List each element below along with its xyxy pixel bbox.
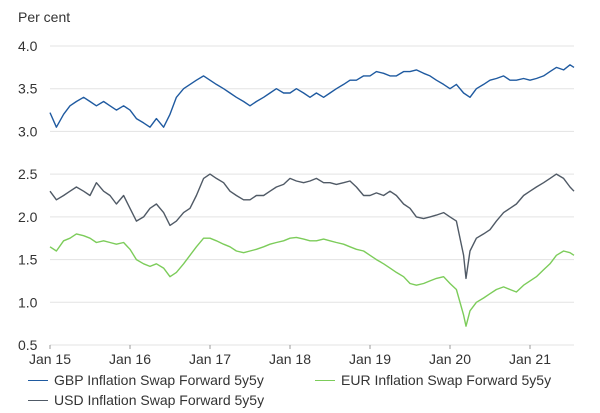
x-tick-label: Jan 18 bbox=[269, 351, 311, 367]
y-tick-label: 2.5 bbox=[18, 166, 38, 182]
y-tick-label: 4.0 bbox=[18, 38, 38, 54]
legend-label-gbp: GBP Inflation Swap Forward 5y5y bbox=[54, 372, 264, 388]
y-tick-label: 3.5 bbox=[18, 81, 38, 97]
x-tick-label: Jan 21 bbox=[509, 351, 551, 367]
series-line-0 bbox=[49, 64, 575, 128]
legend-item-usd: USD Inflation Swap Forward 5y5y bbox=[28, 392, 264, 408]
x-tick-label: Jan 15 bbox=[29, 351, 71, 367]
legend-swatch-usd bbox=[28, 399, 48, 401]
x-tick-label: Jan 17 bbox=[189, 351, 231, 367]
y-tick-label: 3.0 bbox=[18, 123, 38, 139]
y-tick-label: 1.0 bbox=[18, 294, 38, 310]
series-line-2 bbox=[49, 173, 575, 280]
legend-label-eur: EUR Inflation Swap Forward 5y5y bbox=[341, 372, 552, 388]
legend-swatch-gbp bbox=[28, 379, 48, 381]
gridlines bbox=[50, 45, 574, 346]
x-tick-label: Jan 16 bbox=[109, 351, 151, 367]
series-line-1 bbox=[49, 233, 575, 327]
legend-label-usd: USD Inflation Swap Forward 5y5y bbox=[54, 392, 265, 408]
y-tick-label: 0.5 bbox=[18, 337, 38, 353]
y-tick-label: 1.5 bbox=[18, 252, 38, 268]
legend-item-gbp: GBP Inflation Swap Forward 5y5y bbox=[28, 372, 264, 388]
x-tick-label: Jan 20 bbox=[429, 351, 471, 367]
legend-item-eur: EUR Inflation Swap Forward 5y5y bbox=[315, 372, 551, 388]
legend: GBP Inflation Swap Forward 5y5y EUR Infl… bbox=[28, 372, 598, 412]
series-lines bbox=[49, 64, 575, 327]
legend-swatch-eur bbox=[315, 379, 335, 381]
y-axis-ticks: 4.0 3.5 3.0 2.5 2.0 1.5 1.0 0.5 bbox=[18, 38, 38, 353]
y-tick-label: 2.0 bbox=[18, 209, 38, 225]
x-tick-label: Jan 19 bbox=[349, 351, 391, 367]
y-unit-label: Per cent bbox=[18, 9, 70, 25]
x-axis-ticks: Jan 15 Jan 16 Jan 17 Jan 18 Jan 19 Jan 20 Jan … bbox=[29, 345, 551, 367]
